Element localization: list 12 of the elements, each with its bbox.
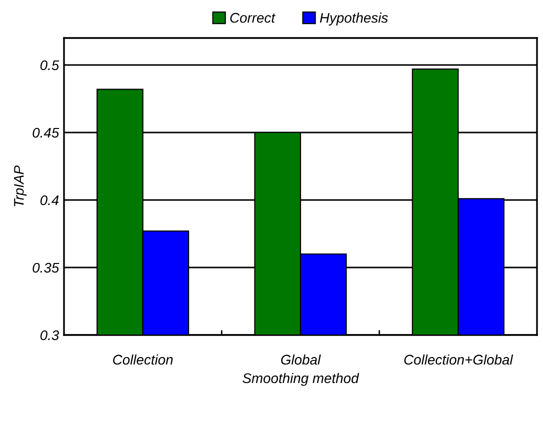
y-tick-label: 0.45 [32, 128, 60, 138]
y-tick-label: 0.35 [32, 262, 60, 273]
x-axis-title: Smoothing method [242, 372, 360, 386]
legend-label: Correct [230, 12, 276, 23]
y-tick-label: 0.3 [40, 330, 60, 340]
x-tick-label: Collection [113, 354, 173, 365]
x-tick-label: Collection+Global [404, 354, 514, 365]
legend-label: Hypothesis [320, 12, 388, 26]
x-tick-label: Global [281, 354, 321, 365]
y-tick-label: 0.4 [40, 195, 59, 206]
y-tick-label: 0.5 [40, 60, 60, 70]
y-axis-title: TrpIAP [14, 165, 27, 206]
